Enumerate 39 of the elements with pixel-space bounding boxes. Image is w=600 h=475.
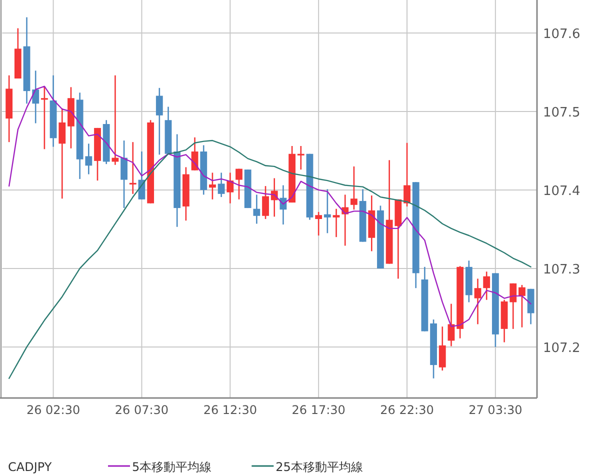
candlestick: [253, 194, 260, 224]
legend-label: 25本移動平均線: [276, 460, 363, 474]
y-tick-label: 107.6: [543, 26, 580, 42]
candlestick: [218, 172, 225, 198]
candlestick: [474, 278, 482, 325]
candlestick: [510, 282, 517, 330]
x-tick-label: 26 17:30: [292, 403, 346, 417]
candlestick: [129, 141, 136, 195]
x-tick-label: 27 03:30: [468, 403, 522, 417]
legend-label: 5本移動平均線: [132, 460, 212, 474]
candlestick: [112, 74, 119, 166]
x-tick-label: 26 07:30: [114, 403, 169, 417]
candlestick: [41, 86, 48, 150]
candlestick: [438, 326, 446, 372]
candlestick: [350, 166, 358, 210]
candlestick: [315, 211, 322, 236]
candlestick: [404, 142, 410, 208]
candlestick: [262, 185, 269, 220]
candlestick: [226, 172, 234, 204]
candlestick: [32, 70, 40, 124]
y-tick-label: 107.3: [543, 262, 580, 278]
candlestick: [209, 172, 216, 200]
candlestick: [518, 284, 526, 328]
candlestick: [58, 108, 66, 200]
y-tick-label: 107.5: [543, 105, 580, 120]
candlestick: [156, 87, 163, 156]
text: CADJPY: [8, 460, 52, 474]
y-tick-label: 107.4: [543, 184, 580, 199]
y-tick-label: 107.2: [543, 340, 580, 356]
candlestick: [120, 140, 128, 209]
candlestick: [236, 168, 242, 200]
x-tick-label: 26 12:30: [203, 403, 257, 417]
x-tick-label: 26 02:30: [26, 403, 80, 417]
x-tick-label: 26 22:30: [380, 403, 434, 417]
line-series: [8, 140, 532, 379]
candlestick: [297, 145, 304, 170]
candlestick: [332, 208, 340, 238]
candlestick: [324, 188, 331, 234]
candlestick: [483, 270, 490, 301]
